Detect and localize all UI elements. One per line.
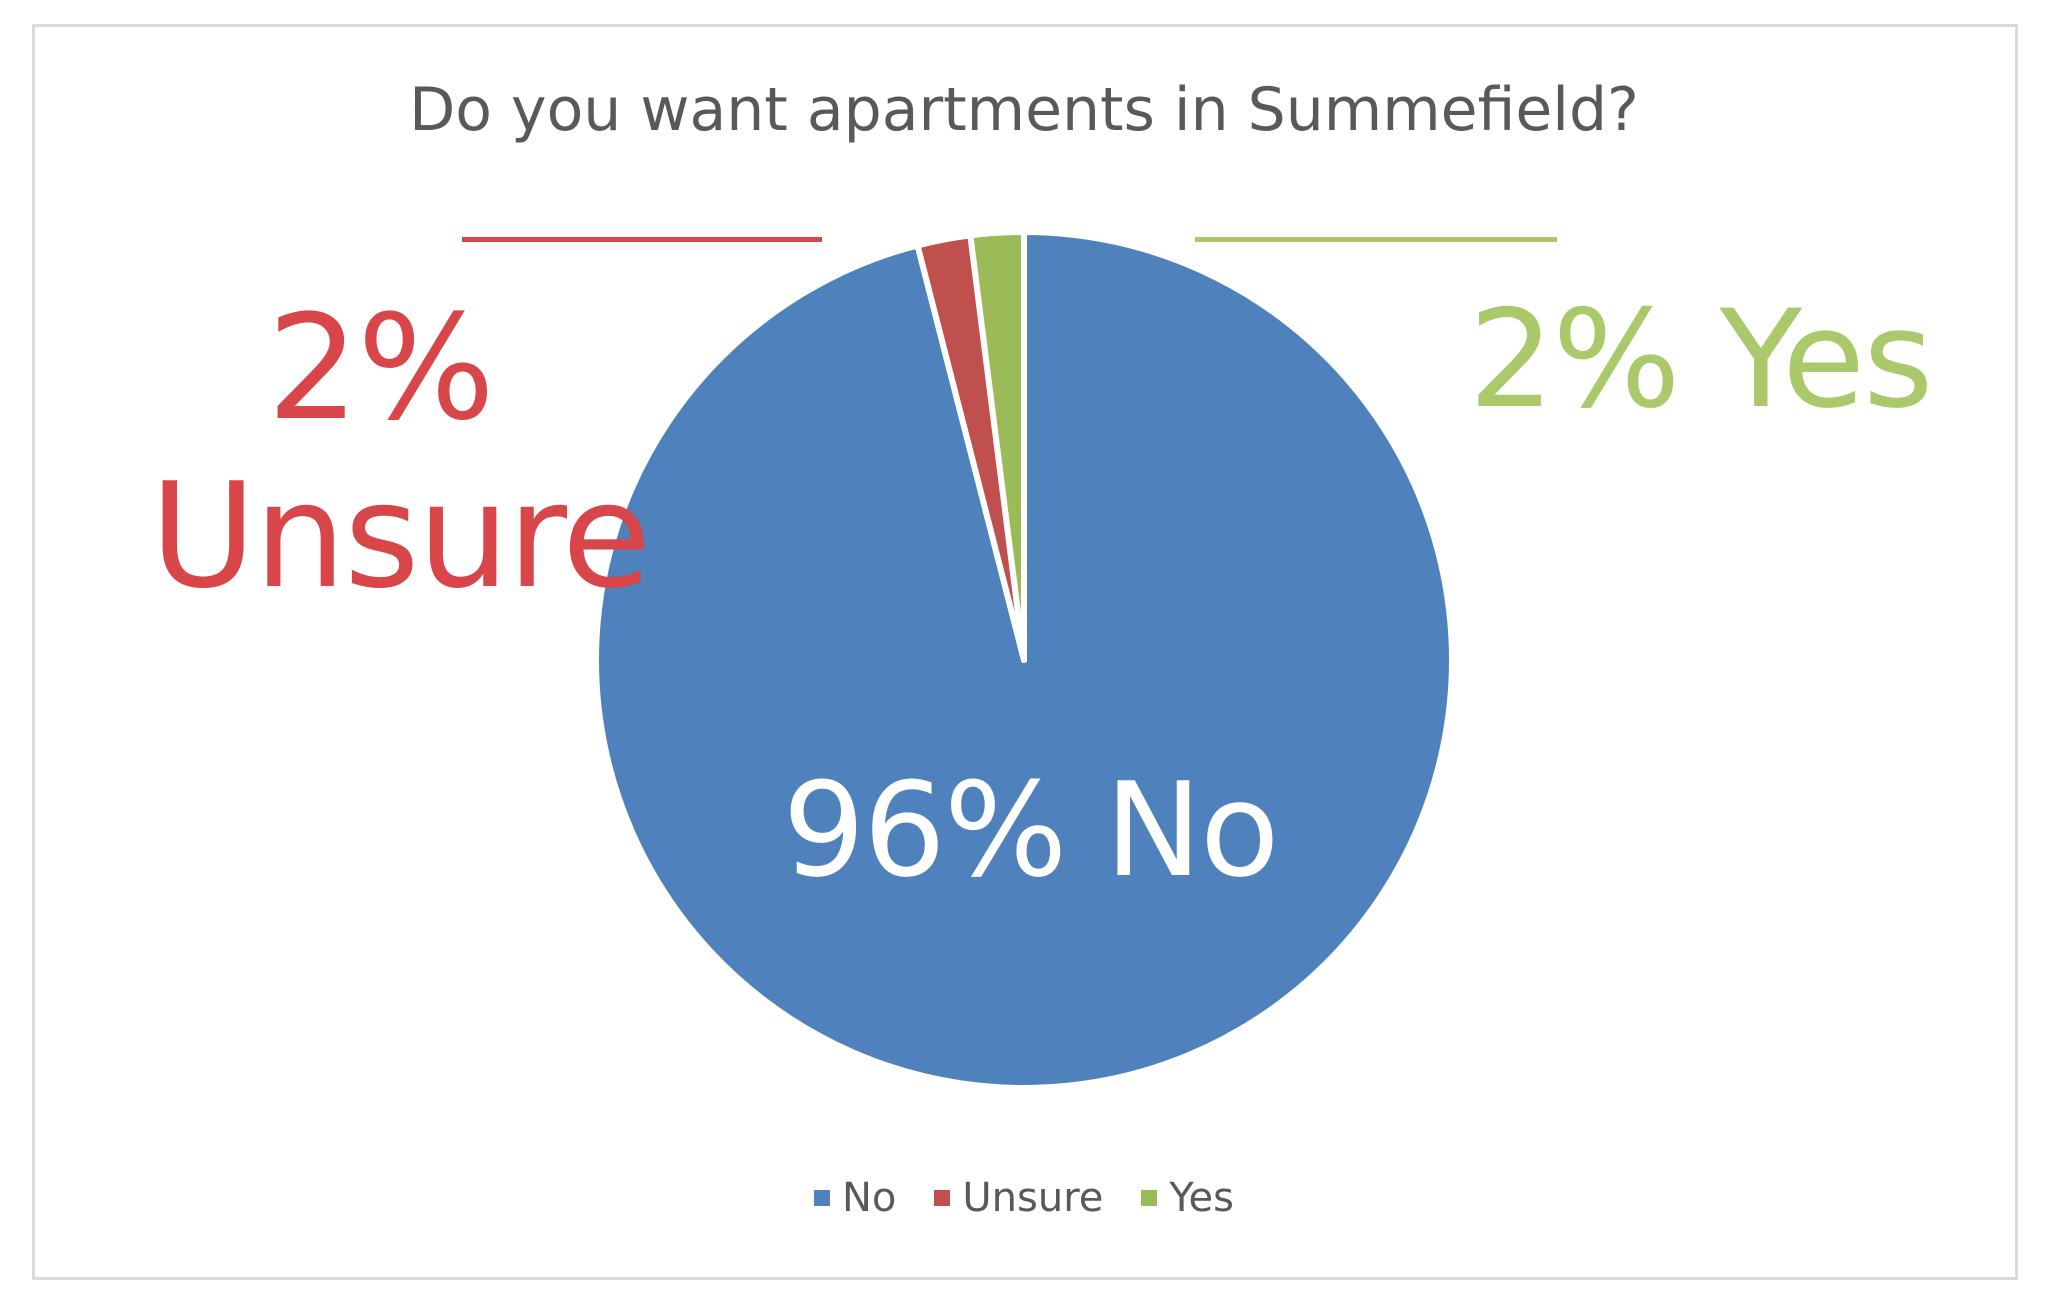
legend-swatch-yes bbox=[1141, 1190, 1158, 1206]
legend-swatch-unsure bbox=[934, 1190, 951, 1206]
yes-leader-line bbox=[1195, 237, 1557, 242]
unsure-leader-line bbox=[462, 237, 822, 242]
chart-legend: No Unsure Yes bbox=[0, 1175, 2048, 1221]
yes-data-label: 2% Yes bbox=[1468, 281, 1933, 438]
legend-label-unsure: Unsure bbox=[962, 1175, 1104, 1221]
no-data-label: 96% No bbox=[782, 754, 1279, 906]
chart-title: Do you want apartments in Summefield? bbox=[409, 75, 1639, 145]
legend-swatch-no bbox=[814, 1190, 830, 1206]
legend-label-yes: Yes bbox=[1169, 1175, 1234, 1221]
legend-item-no: No bbox=[814, 1175, 896, 1221]
legend-label-no: No bbox=[842, 1175, 897, 1221]
unsure-percent-label: 2% bbox=[266, 284, 495, 453]
legend-item-yes: Yes bbox=[1141, 1175, 1234, 1221]
unsure-name-label: Unsure bbox=[150, 452, 651, 621]
legend-item-unsure: Unsure bbox=[934, 1175, 1103, 1221]
pie-slice-yes bbox=[967, 229, 1027, 663]
unsure-data-label: 2% Unsure bbox=[150, 284, 651, 621]
